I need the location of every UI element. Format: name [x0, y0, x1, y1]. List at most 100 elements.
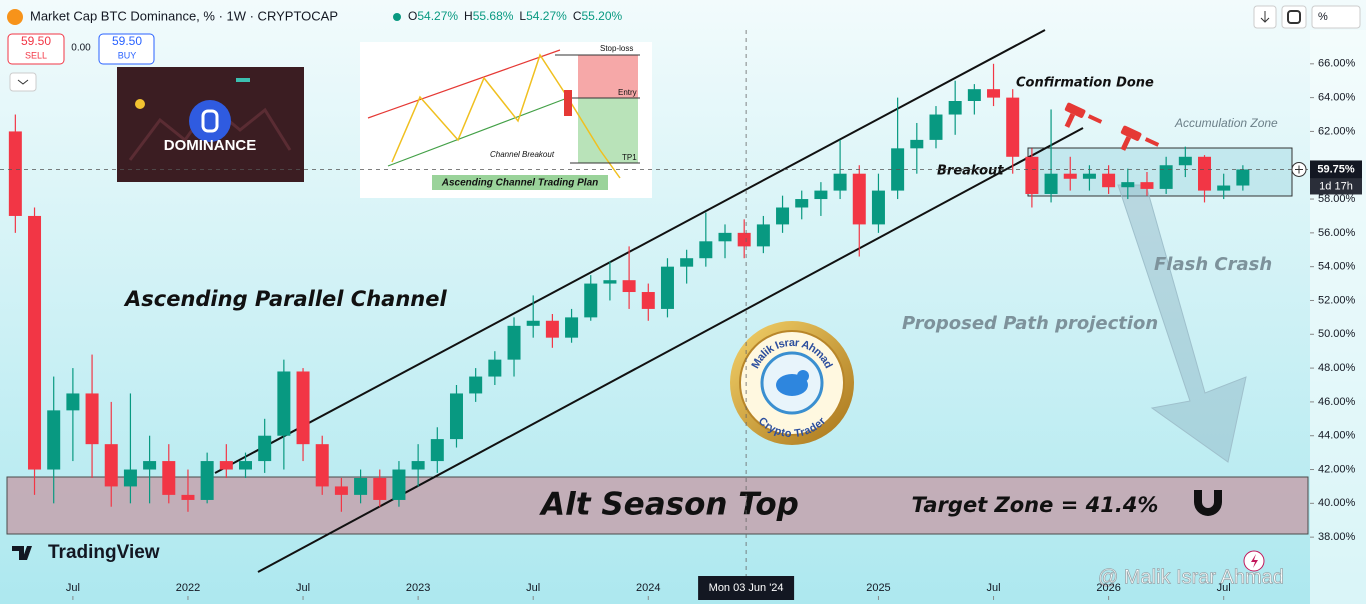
candle-body — [8, 131, 22, 216]
crosshair-box — [698, 576, 795, 600]
candle-body — [987, 89, 1001, 98]
plan-title: Ascending Channel Trading Plan — [441, 178, 599, 189]
buy-label: BUY — [118, 50, 137, 60]
candle-body — [565, 317, 579, 338]
candle-body — [334, 486, 348, 495]
fullscreen-button[interactable] — [1281, 5, 1307, 29]
candle-body — [239, 461, 253, 470]
x-tick-label: 2026 — [1096, 582, 1120, 594]
candle-body — [85, 393, 99, 445]
magnet-icon — [1194, 490, 1222, 516]
x-tick-label: Jul — [66, 582, 80, 594]
candle-body — [545, 320, 559, 338]
candle-body — [47, 410, 61, 470]
candle-body — [162, 461, 176, 495]
scale-mode: % — [1318, 11, 1328, 23]
candle-body — [680, 258, 694, 267]
candle-body — [219, 461, 233, 470]
channel-upper — [214, 29, 1046, 474]
candle-body — [833, 173, 847, 191]
x-tick-label: 2023 — [406, 582, 430, 594]
sell-label: SELL — [25, 50, 47, 60]
candle-body — [392, 469, 406, 500]
candle-body — [1140, 182, 1154, 189]
candle-body — [776, 207, 790, 225]
collapse-button[interactable] — [9, 72, 37, 92]
candle-body — [1006, 97, 1020, 157]
plan-inset: Stop-loss Entry TP1 Channel Breakout Asc… — [360, 42, 652, 198]
scale-button[interactable] — [1311, 5, 1361, 29]
y-tick-label: 48.00% — [1318, 362, 1356, 374]
candle-body — [641, 292, 655, 309]
dominance-text: DOMINANCE — [164, 137, 257, 154]
ohlc-value: 55.68% — [473, 9, 514, 23]
y-tick-label: 46.00% — [1318, 396, 1356, 408]
spread: 0.00 — [71, 43, 91, 54]
candle-body — [507, 325, 521, 360]
ohlc-label: L — [519, 9, 526, 23]
candle-body — [852, 173, 866, 225]
x-tick-label: 2025 — [866, 582, 890, 594]
last-price-box — [1310, 160, 1362, 179]
countdown-box — [1310, 178, 1362, 195]
accumulation-label: Accumulation Zone — [1174, 116, 1278, 130]
candle-body — [1217, 185, 1231, 191]
candle-body — [296, 371, 310, 445]
y-tick-label: 44.00% — [1318, 430, 1356, 442]
tv-icon — [12, 546, 32, 560]
candle-body — [756, 224, 770, 247]
tp1-text: TP1 — [622, 153, 637, 162]
candle-body — [1102, 173, 1116, 188]
candle-body — [1121, 182, 1135, 188]
flash-crash-label: Flash Crash — [1154, 254, 1272, 275]
y-tick-label: 62.00% — [1318, 125, 1356, 137]
y-tick-label: 54.00% — [1318, 261, 1356, 273]
candle-body — [795, 199, 809, 208]
candle-body — [258, 435, 272, 462]
ohlc: O54.27% H55.68% L54.27% C55.20% — [408, 9, 623, 23]
add-icon — [1295, 165, 1303, 174]
candle-body — [123, 469, 137, 487]
candle-body — [469, 376, 483, 394]
ohlc-value: 54.27% — [526, 9, 567, 23]
status-dot — [393, 13, 401, 21]
projection-label: Proposed Path projection — [902, 313, 1158, 334]
buy-button[interactable] — [98, 33, 155, 65]
x-tick-label: Jul — [1217, 582, 1231, 594]
sell-button[interactable] — [7, 33, 65, 65]
x-tick-label: 2024 — [636, 582, 660, 594]
target-label: Target Zone = 41.4% — [912, 493, 1159, 517]
symbol-title: Market Cap BTC Dominance, % · 1W · CRYPT… — [30, 8, 338, 23]
confirmation-label: Confirmation Done — [1016, 76, 1154, 91]
candle-body — [373, 477, 387, 500]
candle-body — [526, 320, 540, 326]
candle-body — [28, 215, 42, 470]
last-price-label: 59.75% — [1317, 163, 1355, 175]
tv-logo: TradingView — [48, 542, 160, 563]
candle-body — [584, 283, 598, 318]
candle-body — [200, 461, 214, 500]
entry-text: Entry — [618, 88, 637, 97]
price-axis — [1310, 30, 1366, 604]
candle-body — [1159, 165, 1173, 189]
watermark: @ Malik Israr Ahmad — [1098, 566, 1284, 588]
y-tick-label: 40.00% — [1318, 497, 1356, 509]
candle-body — [622, 280, 636, 293]
candle-body — [143, 461, 157, 470]
candle-body — [910, 139, 924, 149]
channel-breakout-text: Channel Breakout — [490, 150, 555, 159]
badge: Malik Israr Ahmad Crypto Trader — [730, 321, 854, 445]
countdown-label: 1d 17h — [1319, 180, 1353, 192]
candle-body — [354, 477, 368, 495]
candle-body — [1236, 169, 1250, 186]
candle-body — [449, 393, 463, 440]
y-tick-label: 58.00% — [1318, 193, 1356, 205]
fullscreen-icon — [1287, 10, 1301, 24]
hammer-icons — [1064, 102, 1160, 151]
alt-season-zone — [6, 476, 1309, 535]
channel-label: Ascending Parallel Channel — [123, 287, 447, 311]
stop-loss-text: Stop-loss — [600, 44, 633, 53]
x-tick-label: 2022 — [176, 582, 200, 594]
candle-body — [411, 461, 425, 470]
